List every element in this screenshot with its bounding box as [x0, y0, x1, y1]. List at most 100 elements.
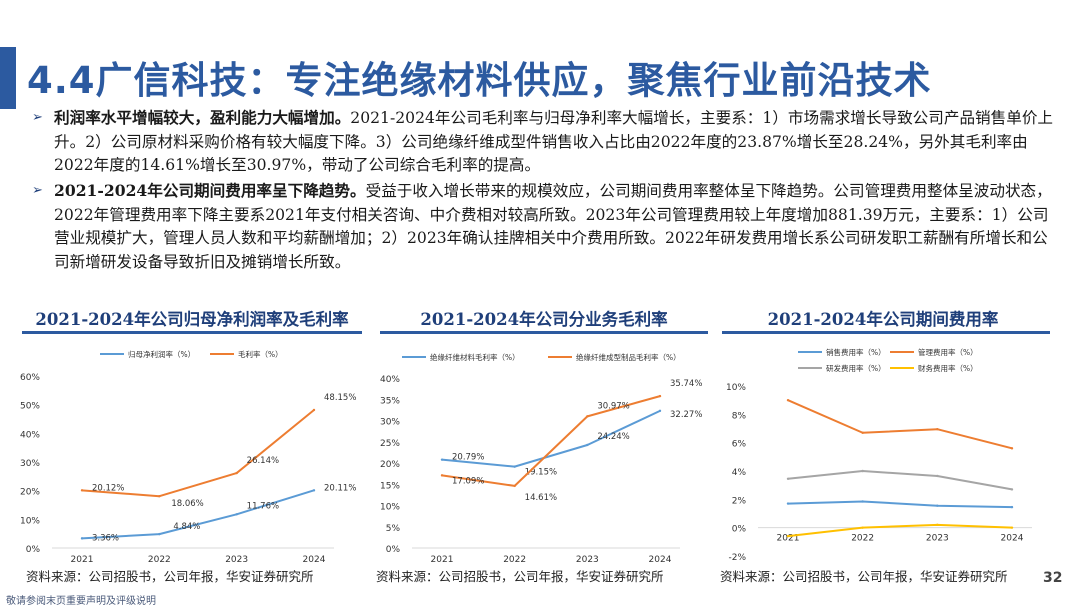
data-point [861, 500, 864, 503]
legend-entry: 销售费用率（%） [826, 347, 886, 357]
data-point [861, 526, 864, 529]
chart-net-and-gross-margin: 0% 10% 20% 30% 40% 50% 60% 2021 2022 2023 2024 归母净利… [20, 349, 356, 565]
data-label: 20.12% [92, 483, 124, 493]
y-tick-label: 10% [380, 503, 400, 513]
chart-1-title: 2021-2024年公司归母净利润率及毛利率 [35, 310, 349, 329]
chart-segment-gross-margin: 0% 5% 10% 15% 20% 25% 30% 35% 40% 2021 2022 2023 202… [380, 352, 702, 565]
page-title: 4.4广信科技：专注绝缘材料供应，聚焦行业前沿技术 [27, 59, 932, 102]
series-line [787, 523, 1013, 538]
chart-3-source: 资料来源：公司招股书，公司年报，华安证券研究所 [720, 569, 1008, 584]
page-number: 32 [1043, 570, 1063, 586]
data-point [936, 504, 939, 507]
data-label: 19.15% [525, 468, 557, 478]
data-point [1010, 447, 1014, 450]
data-label: 24.24% [597, 432, 629, 442]
x-tick-label: 2021 [71, 555, 94, 565]
series-line [787, 470, 1013, 491]
chart-period-expense-ratio: -2% 0% 2% 4% 6% 8% 10% 2021 2022 2023 2024 销售费用率（%）… [726, 347, 1032, 563]
y-tick-label: 0% [732, 525, 747, 535]
x-tick-label: 2022 [148, 555, 171, 565]
data-point [312, 408, 316, 412]
data-point [158, 495, 161, 498]
arrow-bullet-icon: ➢ [32, 110, 43, 125]
y-tick-label: 5% [386, 524, 401, 534]
bullet-text: 受益于收入增长带来的规模效应，公司期间费用率整体呈下降趋势。公司管理费用整体呈波… [54, 182, 1052, 271]
data-label: 48.15% [324, 393, 356, 403]
chart-1-title-underline [22, 331, 362, 334]
y-tick-label: 30% [380, 418, 400, 428]
chart-1-source: 资料来源：公司招股书，公司年报，华安证券研究所 [26, 569, 314, 584]
data-point [158, 532, 161, 536]
data-point [586, 415, 589, 418]
data-point [235, 513, 238, 516]
title-accent-bar [0, 47, 16, 109]
data-point [513, 465, 516, 468]
data-point [1010, 505, 1014, 509]
y-tick-label: 20% [380, 460, 400, 470]
chart-2-title-underline [380, 331, 708, 334]
legend-entry: 财务费用率（%） [918, 363, 978, 373]
data-point [1010, 488, 1014, 491]
y-tick-label: 0% [26, 545, 41, 555]
data-point [440, 458, 444, 461]
data-point [786, 502, 790, 505]
data-label: 20.79% [452, 453, 484, 463]
data-point [586, 443, 589, 447]
bullet-text: 2021-2024年公司毛利率与归母净利率大幅增长，主要系：1）市场需求增长导致… [54, 109, 1054, 175]
y-tick-label: 2% [732, 496, 747, 506]
y-tick-label: 4% [732, 468, 747, 478]
series-line [81, 409, 315, 498]
chart-3-title: 2021-2024年公司期间费用率 [767, 310, 999, 329]
data-label: 26.14% [247, 456, 279, 466]
chart-3-title-underline [722, 331, 1050, 334]
data-point [861, 431, 864, 434]
y-tick-label: 40% [20, 430, 40, 440]
y-tick-label: 15% [380, 481, 400, 491]
data-label: 30.97% [597, 401, 629, 411]
x-tick-label: 2021 [777, 534, 800, 544]
legend-entry: 研发费用率（%） [826, 363, 886, 373]
data-point [80, 537, 84, 540]
data-point [936, 474, 939, 478]
y-tick-label: 6% [732, 440, 747, 450]
data-label: 18.06% [171, 499, 203, 509]
x-tick-label: 2022 [503, 555, 526, 565]
x-tick-label: 2023 [576, 555, 599, 565]
data-point [786, 477, 790, 480]
data-point [513, 484, 516, 488]
data-point [440, 474, 444, 477]
data-label: 35.74% [670, 379, 702, 389]
y-tick-label: -2% [728, 553, 746, 563]
data-point [312, 489, 316, 492]
series-line [81, 489, 315, 540]
bullet-lead: 利润率水平增幅较大，盈利能力大幅增加。 [54, 108, 351, 127]
y-tick-label: 10% [726, 383, 746, 393]
x-tick-label: 2021 [431, 555, 454, 565]
x-tick-label: 2024 [649, 555, 672, 565]
y-tick-label: 0% [386, 545, 401, 555]
y-tick-label: 8% [732, 411, 747, 421]
data-label: 3.36% [92, 533, 119, 543]
bullet-lead: 2021-2024年公司期间费用率呈下降趋势。 [54, 181, 366, 200]
legend-entry: 归母净利润率（%） [128, 349, 195, 359]
bullet-paragraph-1: ➢ 利润率水平增幅较大，盈利能力大幅增加。2021-2024年公司毛利率与归母净… [32, 106, 1059, 178]
series-line [441, 395, 661, 487]
data-point [786, 398, 790, 402]
data-label: 20.11% [324, 483, 356, 493]
y-tick-label: 20% [20, 488, 40, 498]
data-point [658, 409, 662, 413]
series-line [441, 409, 661, 468]
x-tick-label: 2022 [851, 534, 874, 544]
bullet-paragraph-2: ➢ 2021-2024年公司期间费用率呈下降趋势。受益于收入增长带来的规模效应，… [32, 179, 1059, 274]
x-tick-label: 2024 [1001, 534, 1024, 544]
data-label: 32.27% [670, 410, 702, 420]
data-label: 4.84% [173, 522, 200, 532]
legend-entry: 绝缘纤维成型制品毛利率（%） [576, 352, 681, 362]
data-point [786, 534, 790, 538]
chart-2-source: 资料来源：公司招股书，公司年报，华安证券研究所 [376, 569, 664, 584]
data-point [1010, 526, 1014, 529]
x-tick-label: 2023 [225, 555, 248, 565]
arrow-bullet-icon: ➢ [32, 183, 43, 198]
y-tick-label: 50% [20, 402, 40, 412]
series-line [787, 399, 1013, 450]
